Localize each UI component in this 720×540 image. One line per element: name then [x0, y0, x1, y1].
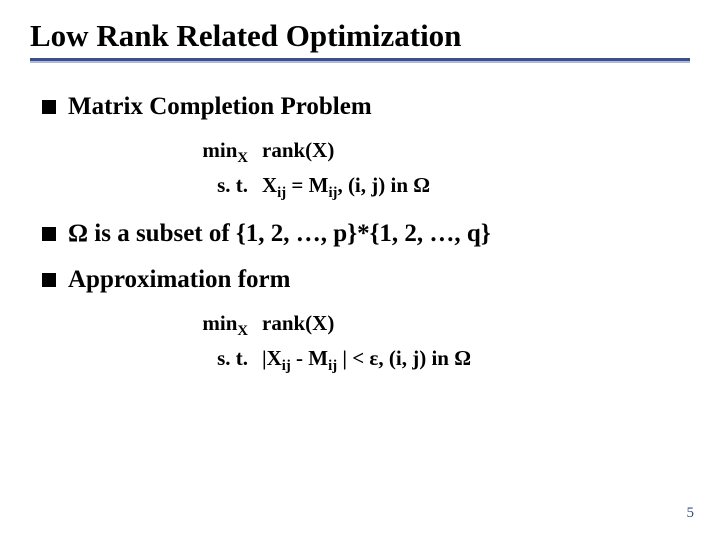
bullet-text: Ω is a subset of {1, 2, …, p}*{1, 2, …, …	[68, 218, 491, 251]
formula-left: s. t.	[190, 173, 262, 198]
formula-left: s. t.	[190, 346, 262, 371]
rule-bottom	[30, 61, 690, 63]
formula-left: minX	[190, 311, 262, 336]
square-bullet-icon	[42, 227, 56, 241]
formula-row: s. t. |Xij - Mij | < ε, (i, j) in Ω	[190, 346, 690, 371]
formula-block-1: minX rank(X) s. t. Xij = Mij, (i, j) in …	[190, 138, 690, 198]
formula-row: s. t. Xij = Mij, (i, j) in Ω	[190, 173, 690, 198]
formula-right: Xij = Mij, (i, j) in Ω	[262, 173, 430, 198]
formula-row: minX rank(X)	[190, 311, 690, 336]
formula-left: minX	[190, 138, 262, 163]
bullet-text: Approximation form	[68, 264, 290, 297]
square-bullet-icon	[42, 273, 56, 287]
bullet-item: Matrix Completion Problem	[42, 91, 690, 124]
formula-right: rank(X)	[262, 311, 334, 336]
bullet-text: Matrix Completion Problem	[68, 91, 372, 124]
bullet-item: Approximation form	[42, 264, 690, 297]
slide: Low Rank Related Optimization Matrix Com…	[0, 0, 720, 540]
formula-block-2: minX rank(X) s. t. |Xij - Mij | < ε, (i,…	[190, 311, 690, 371]
formula-right: |Xij - Mij | < ε, (i, j) in Ω	[262, 346, 471, 371]
formula-row: minX rank(X)	[190, 138, 690, 163]
page-title: Low Rank Related Optimization	[30, 18, 690, 54]
formula-right: rank(X)	[262, 138, 334, 163]
bullet-item: Ω is a subset of {1, 2, …, p}*{1, 2, …, …	[42, 218, 690, 251]
page-number: 5	[687, 505, 695, 522]
square-bullet-icon	[42, 100, 56, 114]
title-underline	[30, 58, 690, 63]
